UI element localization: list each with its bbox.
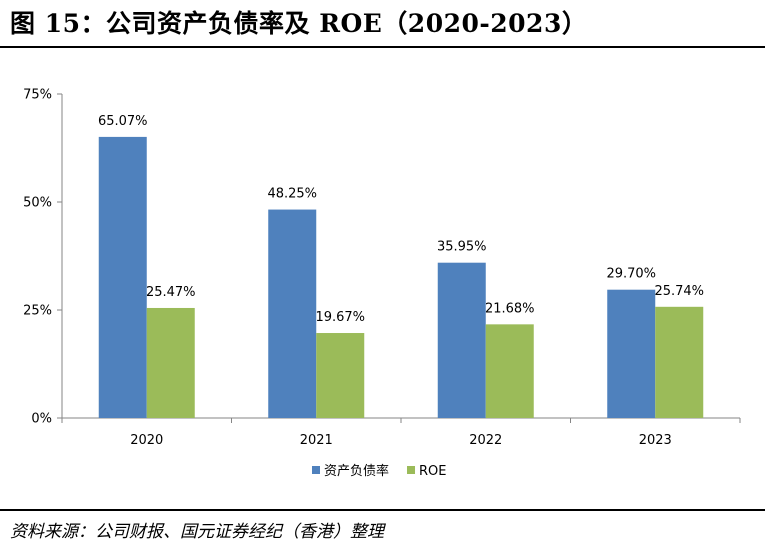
- y-tick-label: 25%: [23, 304, 52, 319]
- bar: [655, 306, 704, 418]
- bars: [98, 136, 704, 419]
- x-tick-label: 2021: [300, 433, 333, 448]
- title-underline: [0, 46, 765, 48]
- data-label: 25.47%: [146, 285, 196, 300]
- data-label: 48.25%: [267, 187, 317, 202]
- bar: [437, 262, 486, 418]
- bar: [146, 307, 195, 418]
- x-tick-label: 2020: [130, 433, 163, 448]
- bar: [485, 324, 534, 418]
- data-label: 21.68%: [485, 301, 535, 316]
- x-tick-label: 2023: [639, 433, 672, 448]
- data-label: 65.07%: [98, 114, 148, 129]
- bar: [268, 209, 317, 418]
- legend: 资产负债率 ROE: [312, 463, 447, 479]
- bar: [316, 333, 365, 418]
- legend-swatch: [312, 466, 320, 474]
- source-note: 资料来源：公司财报、国元证券经纪（香港）整理: [10, 522, 384, 542]
- y-tick-label: 0%: [31, 412, 52, 427]
- data-label: 19.67%: [315, 310, 365, 325]
- data-label: 25.74%: [654, 284, 704, 299]
- x-tick-label: 2022: [469, 433, 502, 448]
- data-label: 29.70%: [606, 267, 656, 282]
- legend-entry: ROE: [419, 464, 446, 479]
- data-label: 35.95%: [437, 240, 487, 255]
- bar: [98, 136, 147, 419]
- legend-entry: 资产负债率: [324, 463, 389, 479]
- bar-chart: 0% 25% 50% 75% 2020 2021 2022 2023 65.07% 25.47…: [23, 88, 741, 479]
- footer-rule: [0, 509, 765, 511]
- bar: [607, 289, 656, 418]
- figure-title: 图 15：公司资产负债率及 ROE（2020-2023）: [10, 9, 588, 38]
- y-tick-label: 50%: [23, 196, 52, 211]
- data-labels: 65.07% 25.47% 48.25% 19.67% 35.95% 21.68% 29.7…: [98, 114, 704, 325]
- legend-swatch: [407, 466, 416, 474]
- y-tick-label: 75%: [23, 88, 52, 103]
- x-axis: 2020 2021 2022 2023: [61, 417, 741, 448]
- y-axis: 0% 25% 50% 75%: [23, 88, 63, 427]
